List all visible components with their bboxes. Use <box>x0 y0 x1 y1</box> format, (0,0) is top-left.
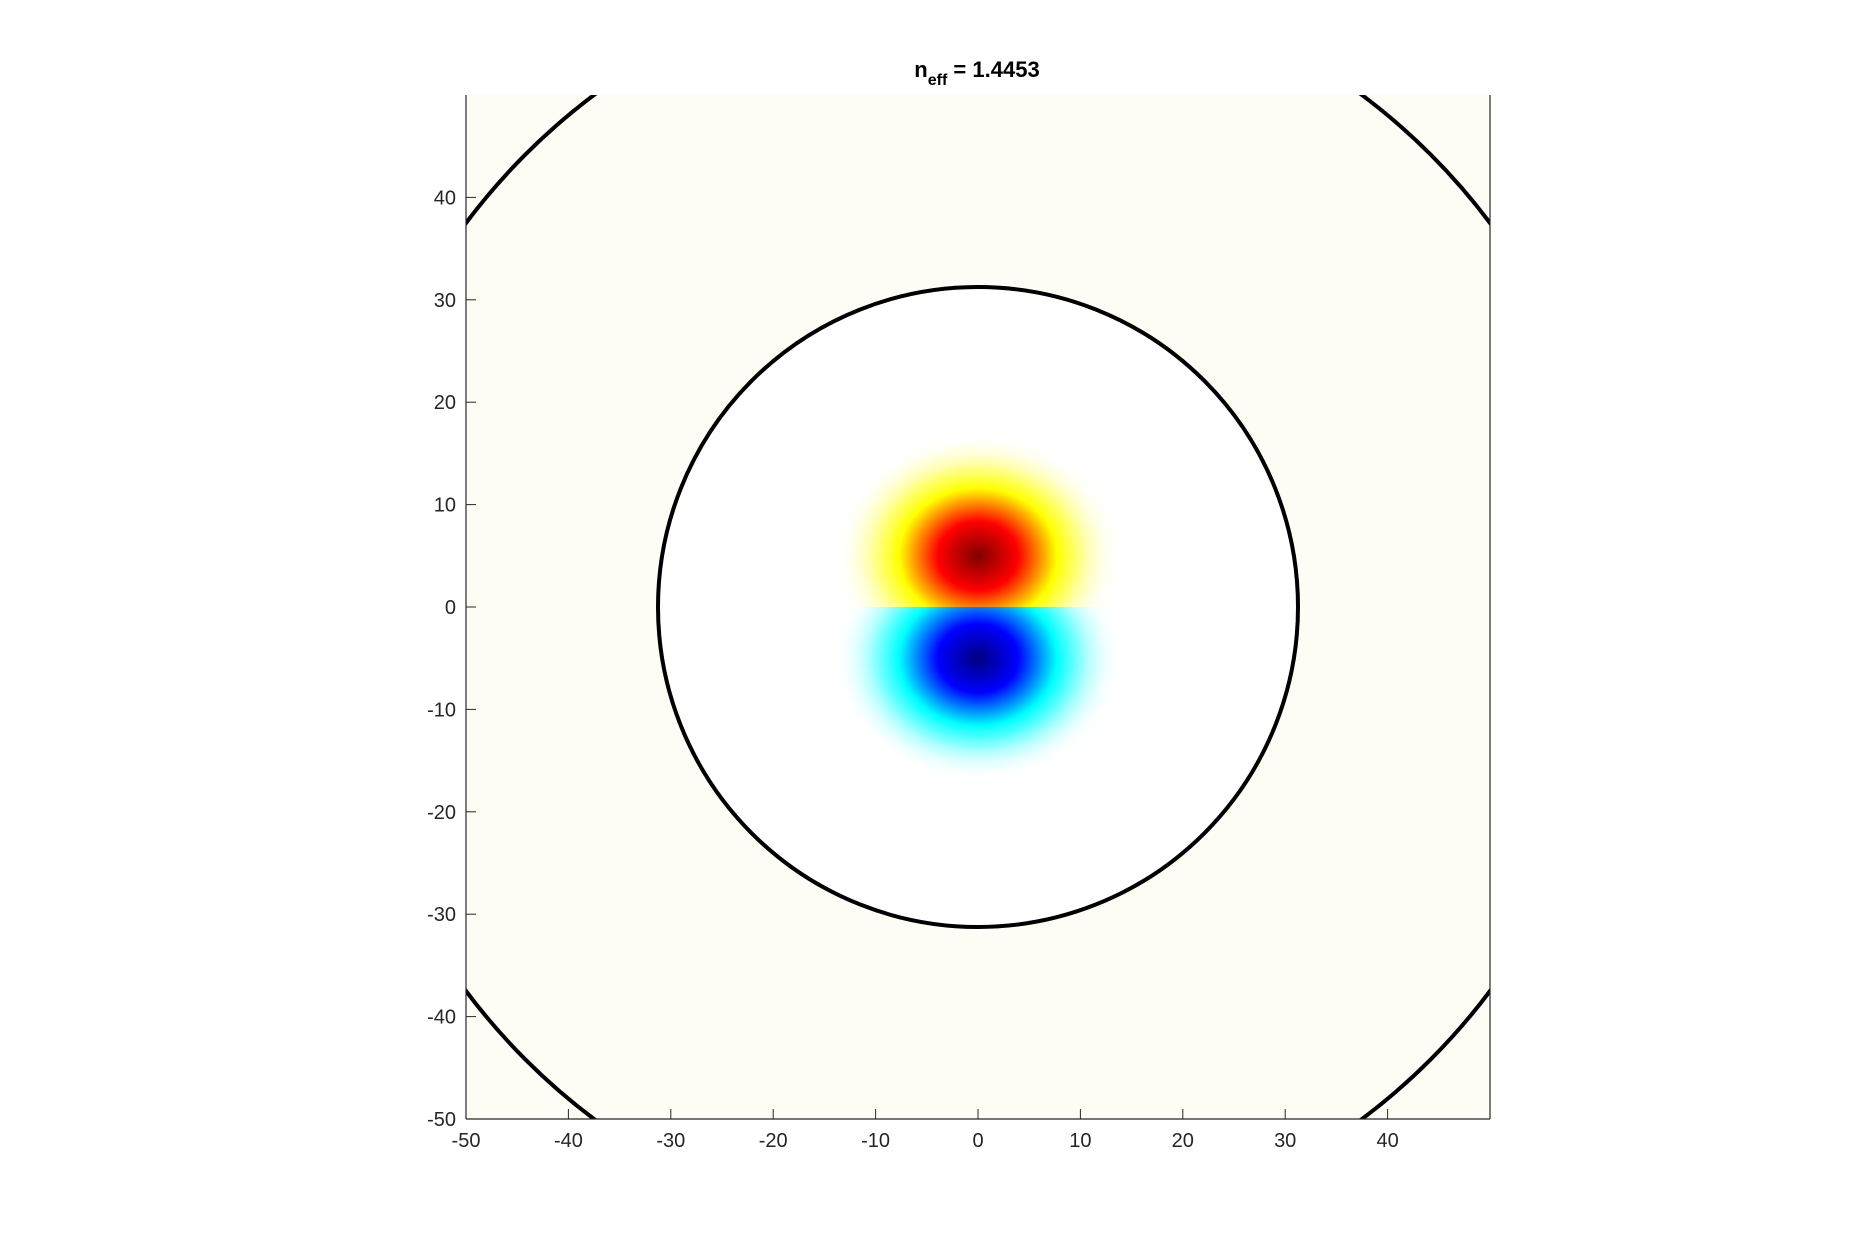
boundary-layer <box>466 95 1490 1119</box>
y-tick-label: -10 <box>427 699 456 721</box>
y-tick-label: 20 <box>434 392 456 414</box>
plot-area <box>466 95 1490 1119</box>
x-tick-label: 30 <box>1274 1130 1296 1152</box>
y-tick-label: -20 <box>427 802 456 824</box>
x-tick-label: -40 <box>554 1130 583 1152</box>
y-tick-label: -40 <box>427 1007 456 1029</box>
x-tick-label: -10 <box>861 1130 890 1152</box>
title-suffix: = 1.4453 <box>947 57 1039 82</box>
x-tick-label: 20 <box>1172 1130 1194 1152</box>
chart-title: neff = 1.4453 <box>914 57 1039 89</box>
y-axis-ticks: 40 30 20 10 0 -10 -20 -30 -40 -50 <box>427 187 476 1131</box>
y-tick-label: 10 <box>434 495 456 517</box>
title-subscript: eff <box>928 72 948 89</box>
y-tick-label: 30 <box>434 290 456 312</box>
negative-field-lobe <box>834 607 1122 782</box>
core-boundary-circle <box>656 285 1300 929</box>
x-tick-label: 0 <box>972 1130 983 1152</box>
y-tick-label: -50 <box>427 1109 456 1131</box>
field-layer <box>658 287 1298 927</box>
title-main: n <box>914 57 927 82</box>
y-tick-label: 40 <box>434 187 456 209</box>
x-axis-ticks: -50 -40 -30 -20 -10 0 10 20 30 40 <box>452 1109 1399 1152</box>
y-tick-label: -30 <box>427 904 456 926</box>
x-tick-label: 10 <box>1069 1130 1091 1152</box>
positive-field-lobe <box>834 432 1122 607</box>
x-tick-label: -50 <box>452 1130 481 1152</box>
x-tick-label: -30 <box>656 1130 685 1152</box>
x-tick-label: 40 <box>1376 1130 1398 1152</box>
y-tick-label: 0 <box>445 597 456 619</box>
x-tick-label: -20 <box>759 1130 788 1152</box>
